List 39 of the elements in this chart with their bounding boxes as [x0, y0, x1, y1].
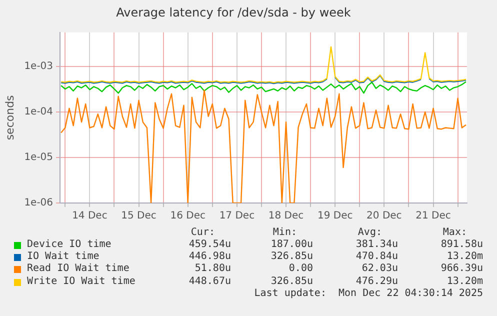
text: 459.54u: [188, 239, 231, 251]
text: Cur:: [190, 227, 215, 239]
legend-label: Device IO time: [27, 239, 112, 251]
y-tick-label: 1e-06: [24, 198, 54, 209]
y-tick-label: 1e-03: [24, 61, 54, 72]
text: 187.00u: [270, 239, 313, 251]
text: 326.85u: [270, 251, 313, 264]
text: 326.85u: [270, 276, 313, 288]
text: 13.20m: [446, 251, 483, 264]
text: 51.80u: [194, 263, 231, 276]
text: 470.84u: [354, 251, 398, 264]
text: Max:: [442, 227, 467, 239]
x-tick-label: 15 Dec: [121, 210, 156, 222]
legend-label: IO Wait time: [27, 251, 100, 263]
text: Last update: Mon Dec 22 04:30:14 2025: [254, 288, 483, 300]
text: 13.20m: [446, 276, 483, 288]
x-tick-label: 14 Dec: [72, 210, 108, 222]
text: 476.29u: [354, 276, 398, 288]
text: 891.58u: [440, 239, 483, 251]
legend-label: Write IO Wait time: [27, 276, 136, 288]
y-axis-title: seconds: [3, 94, 16, 140]
x-tick-label: 16 Dec: [170, 210, 206, 222]
text: Avg:: [356, 227, 382, 239]
y-tick-label: 1e-05: [24, 152, 54, 164]
chart-title: Average latency for /dev/sda - by week: [116, 5, 351, 20]
x-tick-label: 18 Dec: [268, 210, 304, 222]
y-tick-label: 1e-04: [24, 106, 54, 118]
x-tick-label: 19 Dec: [317, 210, 353, 222]
x-tick-label: 20 Dec: [366, 210, 402, 222]
text: 446.98u: [188, 251, 231, 264]
text: 966.39u: [440, 263, 483, 276]
text: 62.03u: [360, 263, 398, 276]
text: 0.00: [288, 263, 313, 276]
text: Min:: [272, 227, 297, 239]
text: 448.67u: [188, 276, 231, 288]
legend-label: Read IO Wait time: [27, 263, 130, 276]
x-tick-label: 21 Dec: [416, 210, 451, 222]
x-tick-label: 17 Dec: [219, 210, 255, 222]
text: 381.34u: [354, 239, 398, 251]
